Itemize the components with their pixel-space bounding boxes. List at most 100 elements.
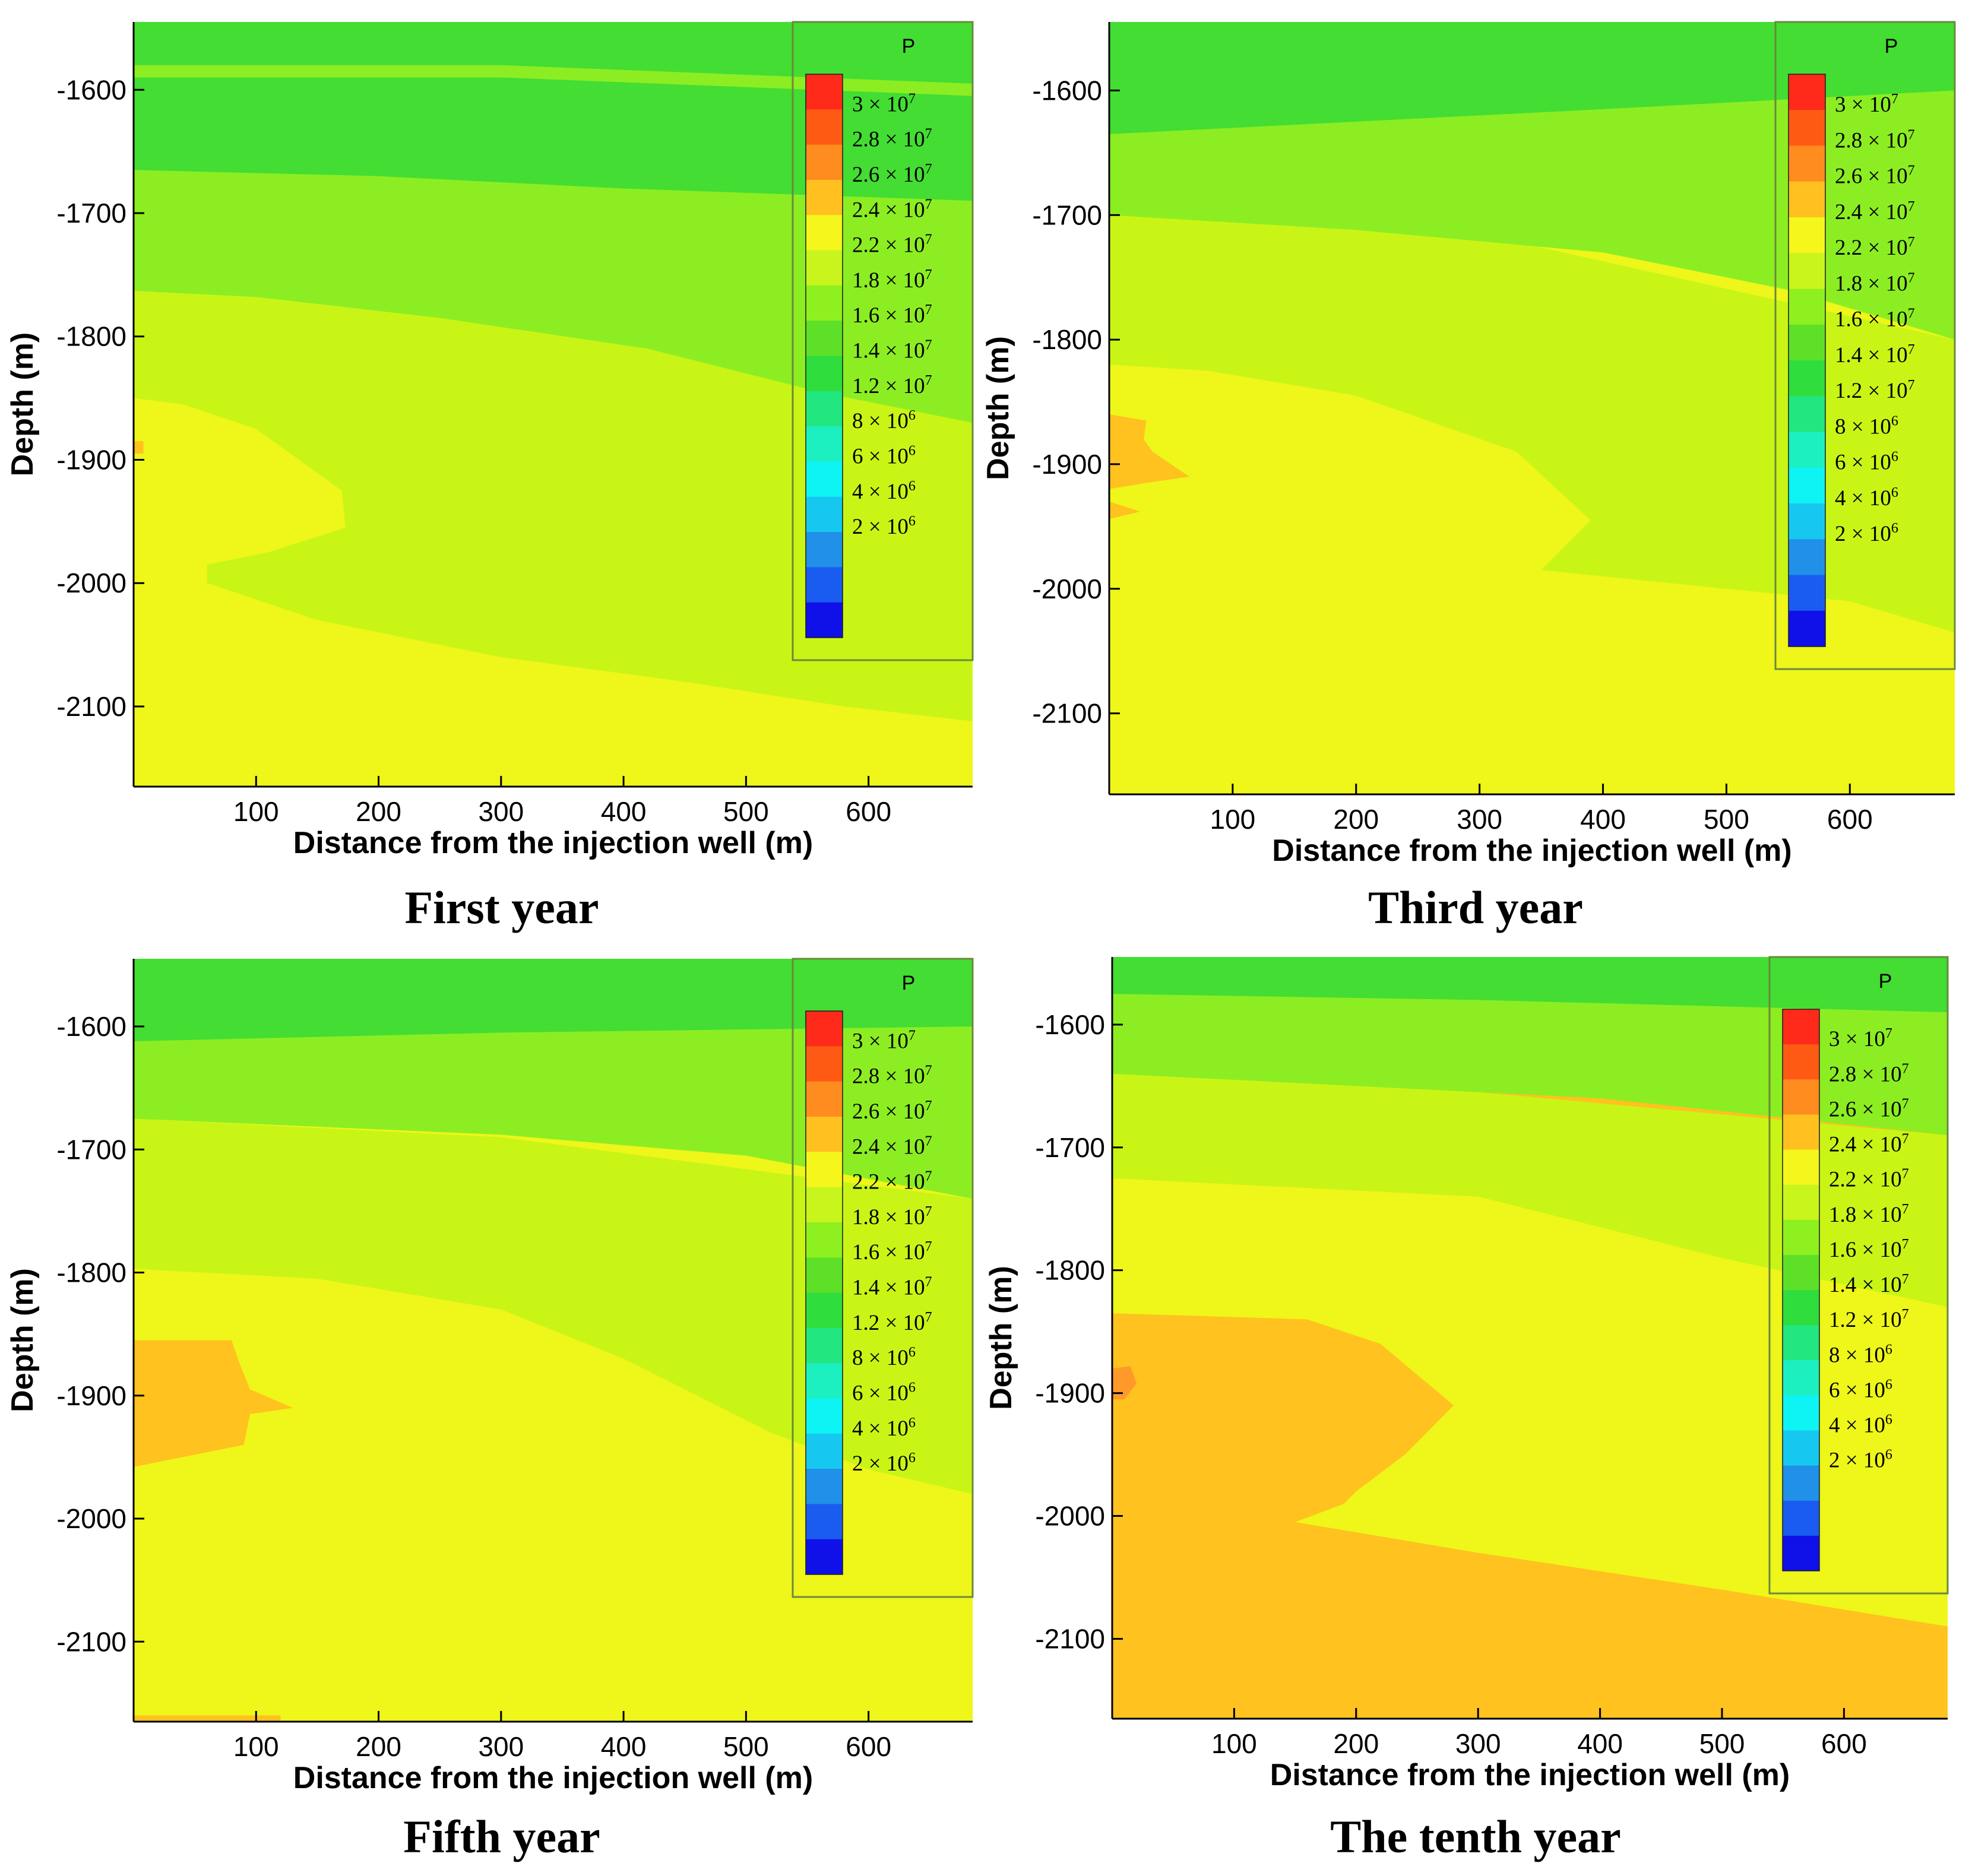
legend-label: 4 × 106: [852, 478, 916, 504]
legend-swatch: [1789, 289, 1825, 325]
legend-swatch: [806, 532, 843, 568]
contour-field: [134, 22, 973, 787]
x-axis-label: Distance from the injection well (m): [1272, 834, 1791, 868]
legend-label: 6 × 106: [852, 443, 916, 468]
legend-label: 1.8 × 107: [852, 1204, 932, 1229]
legend-label: 2.8 × 107: [1829, 1061, 1909, 1086]
legend-label: 8 × 106: [1835, 413, 1898, 439]
legend-label: 8 × 106: [1829, 1342, 1892, 1367]
legend-swatch: [1783, 1184, 1819, 1221]
legend-swatch: [1789, 396, 1825, 432]
y-tick-label: -1700: [56, 1134, 126, 1165]
y-tick-label: -2100: [56, 1626, 126, 1657]
legend-title: P: [902, 35, 916, 58]
pressure-zone: [1112, 1073, 1948, 1307]
legend-swatch: [806, 1363, 843, 1399]
legend-swatch: [1789, 253, 1825, 289]
legend-colorbar: [805, 74, 843, 638]
legend-label: 2.4 × 107: [1835, 199, 1915, 224]
legend-swatch: [806, 321, 843, 356]
y-tick-label: -2100: [56, 691, 126, 722]
y-tick-label: -1900: [56, 444, 126, 475]
y-tick-label: -1800: [1035, 1255, 1105, 1286]
x-tick-label: 100: [233, 796, 279, 827]
legend-label: 8 × 106: [852, 408, 916, 433]
x-tick-label: 300: [1455, 1728, 1501, 1759]
legend-label: 2.2 × 107: [1835, 235, 1915, 260]
legend-label: 8 × 106: [852, 1345, 916, 1370]
legend-label: 2.2 × 107: [852, 1169, 932, 1194]
chart-panel: 100 200 300 400 500 600 -1600 -1700 -1800 -1900 -2…: [5, 21, 974, 933]
legend-swatch: [1783, 1114, 1819, 1150]
legend-swatch: [1789, 110, 1825, 146]
x-tick-label: 200: [1333, 1728, 1379, 1759]
y-tick-label: -1700: [1035, 1132, 1105, 1163]
legend-frame: [792, 958, 974, 1598]
legend-swatch: [806, 1257, 843, 1293]
legend-label: 1.6 × 107: [852, 1239, 932, 1265]
chart-panel: 100 200 300 400 500 600 -1600 -1700 -1800 -1900 -2…: [5, 958, 974, 1862]
legend-swatch: [806, 1433, 843, 1469]
legend-frame: [1768, 956, 1949, 1595]
legend-swatch: [1783, 1360, 1819, 1396]
legend-swatch: [1783, 1219, 1819, 1256]
y-tick-label: -2100: [1032, 698, 1102, 729]
legend-swatch: [806, 109, 843, 145]
pressure-zone: [134, 1118, 973, 1494]
legend-swatch: [806, 1152, 843, 1188]
y-tick-label: -1900: [56, 1380, 126, 1411]
panel-caption: The tenth year: [1330, 1811, 1621, 1862]
legend-swatch: [1783, 1079, 1819, 1115]
legend-frame: [1774, 21, 1956, 670]
legend-swatch: [1789, 575, 1825, 611]
legend-swatch: [1789, 217, 1825, 253]
legend-swatch: [806, 1222, 843, 1258]
legend-label: 6 × 106: [852, 1380, 916, 1405]
y-tick-label: -2000: [1032, 573, 1102, 604]
legend-label: 1.4 × 107: [1835, 342, 1915, 367]
legend-swatch: [806, 1011, 843, 1047]
legend-label: 1.4 × 107: [852, 1275, 932, 1300]
x-tick-label: 400: [1577, 1728, 1623, 1759]
y-tick-label: -1800: [56, 1257, 126, 1288]
legend-title: P: [1879, 970, 1892, 993]
x-tick-label: 600: [846, 796, 891, 827]
legend-swatch: [806, 1046, 843, 1082]
legend-label: 3 × 107: [1829, 1026, 1892, 1051]
legend-swatch: [806, 496, 843, 533]
legend-label: 4 × 106: [852, 1415, 916, 1441]
legend-swatch: [1783, 1254, 1819, 1291]
x-tick-label: 500: [723, 796, 769, 827]
legend-label: 2.2 × 107: [852, 232, 932, 258]
x-tick-label: 100: [233, 1731, 279, 1762]
pressure-zone: [134, 441, 144, 454]
chart-panel: 100 200 300 400 500 600 -1600 -1700 -1800 -1900 -2…: [984, 956, 1949, 1862]
legend-label: 4 × 106: [1835, 485, 1898, 511]
legend-label: 6 × 106: [1829, 1377, 1892, 1402]
x-tick-label: 400: [1580, 804, 1626, 835]
x-tick-label: 500: [723, 1731, 769, 1762]
x-tick-label: 500: [1704, 804, 1749, 835]
legend-swatch: [806, 1116, 843, 1152]
y-tick-label: -1600: [56, 1011, 126, 1042]
y-tick-label: -2000: [1035, 1501, 1105, 1532]
legend-swatch: [806, 1539, 843, 1575]
y-tick-label: -1600: [1035, 1009, 1105, 1040]
legend-colorbar: [1782, 1009, 1820, 1571]
legend-label: 2.8 × 107: [852, 126, 932, 152]
pressure-zone: [134, 1715, 281, 1722]
legend-label: 3 × 107: [852, 1028, 916, 1053]
legend-swatch: [1789, 360, 1825, 397]
legend-swatch: [806, 285, 843, 321]
pressure-zone: [1109, 215, 1955, 633]
x-tick-label: 300: [478, 796, 524, 827]
legend-swatch: [806, 602, 843, 638]
pressure-zone: [1112, 957, 1948, 1013]
legend-label: 2.4 × 107: [1829, 1132, 1909, 1157]
legend-label: 1.4 × 107: [1829, 1272, 1909, 1297]
pressure-zone: [134, 290, 973, 721]
pressure-zone: [134, 959, 973, 1041]
legend-swatch: [806, 567, 843, 603]
contour-field: [1109, 22, 1955, 794]
x-tick-label: 600: [846, 1731, 891, 1762]
